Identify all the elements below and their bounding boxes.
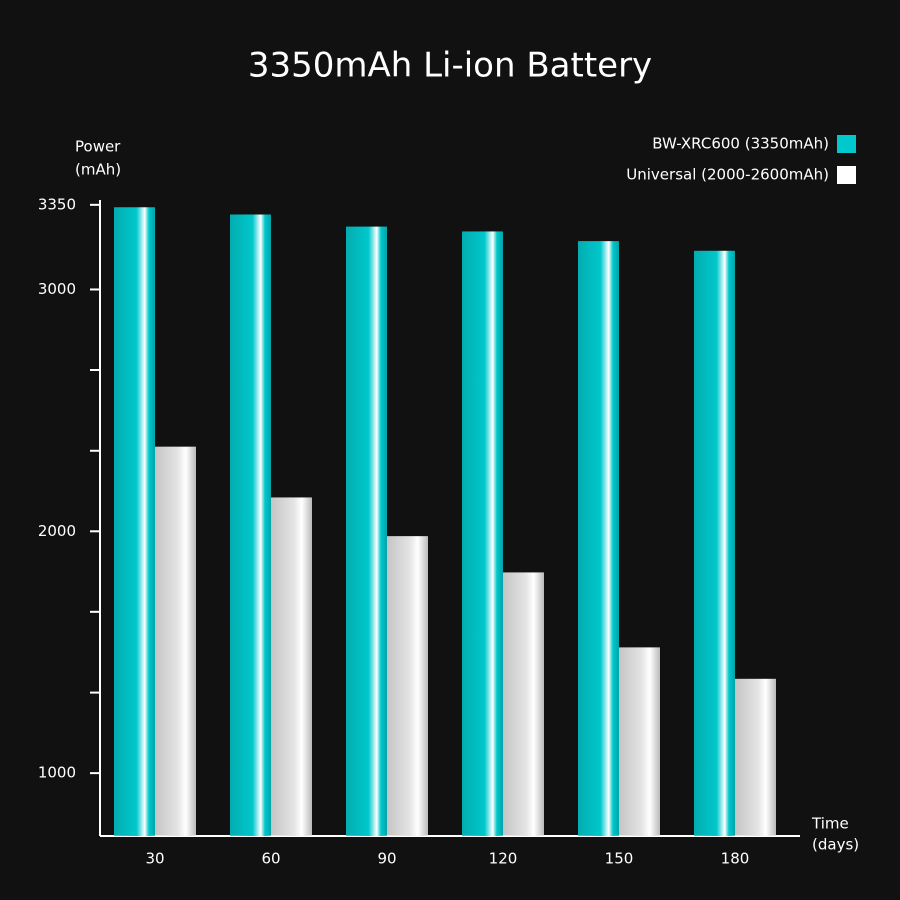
bar [346, 226, 387, 836]
x-tick-label: 90 [377, 850, 396, 868]
bar [271, 497, 312, 836]
chart-title: 3350mAh Li-ion Battery [248, 46, 652, 86]
x-tick-label: 120 [489, 850, 518, 868]
legend-label: BW-XRC600 (3350mAh) [652, 135, 829, 153]
bar [735, 678, 776, 836]
x-tick-label: 150 [605, 850, 634, 868]
y-tick-label: 3000 [38, 280, 76, 298]
legend-label: Universal (2000-2600mAh) [626, 166, 829, 184]
bar [387, 536, 428, 836]
x-axis-label: (days) [812, 836, 859, 854]
bar [578, 241, 619, 837]
y-tick-label: 3350 [38, 195, 76, 213]
bar [694, 250, 735, 836]
x-tick-label: 30 [145, 850, 164, 868]
bar [462, 231, 503, 836]
legend-swatch [837, 135, 856, 153]
y-tick-label: 2000 [38, 522, 76, 540]
x-axis-label: Time [811, 815, 849, 833]
bar [230, 214, 271, 836]
x-tick-label: 180 [721, 850, 750, 868]
y-axis-label: Power [75, 138, 121, 156]
y-axis-label: (mAh) [75, 161, 121, 179]
legend-swatch [837, 166, 856, 184]
x-tick-label: 60 [261, 850, 280, 868]
bar [619, 647, 660, 836]
bar [503, 572, 544, 836]
y-tick-label: 1000 [38, 764, 76, 782]
bar [114, 207, 155, 836]
bar [155, 446, 196, 836]
